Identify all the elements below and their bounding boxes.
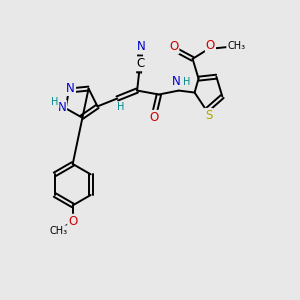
Text: H: H <box>51 98 58 107</box>
Text: H: H <box>117 102 124 112</box>
Text: O: O <box>149 111 159 124</box>
Text: N: N <box>66 82 75 95</box>
Text: N: N <box>57 101 66 114</box>
Text: N: N <box>172 75 181 88</box>
Text: O: O <box>206 40 215 52</box>
Text: C: C <box>136 57 144 70</box>
Text: CH₃: CH₃ <box>227 41 245 51</box>
Text: H: H <box>183 76 190 87</box>
Text: O: O <box>169 40 178 53</box>
Text: S: S <box>205 109 212 122</box>
Text: N: N <box>137 40 146 53</box>
Text: O: O <box>68 215 77 228</box>
Text: CH₃: CH₃ <box>50 226 68 236</box>
